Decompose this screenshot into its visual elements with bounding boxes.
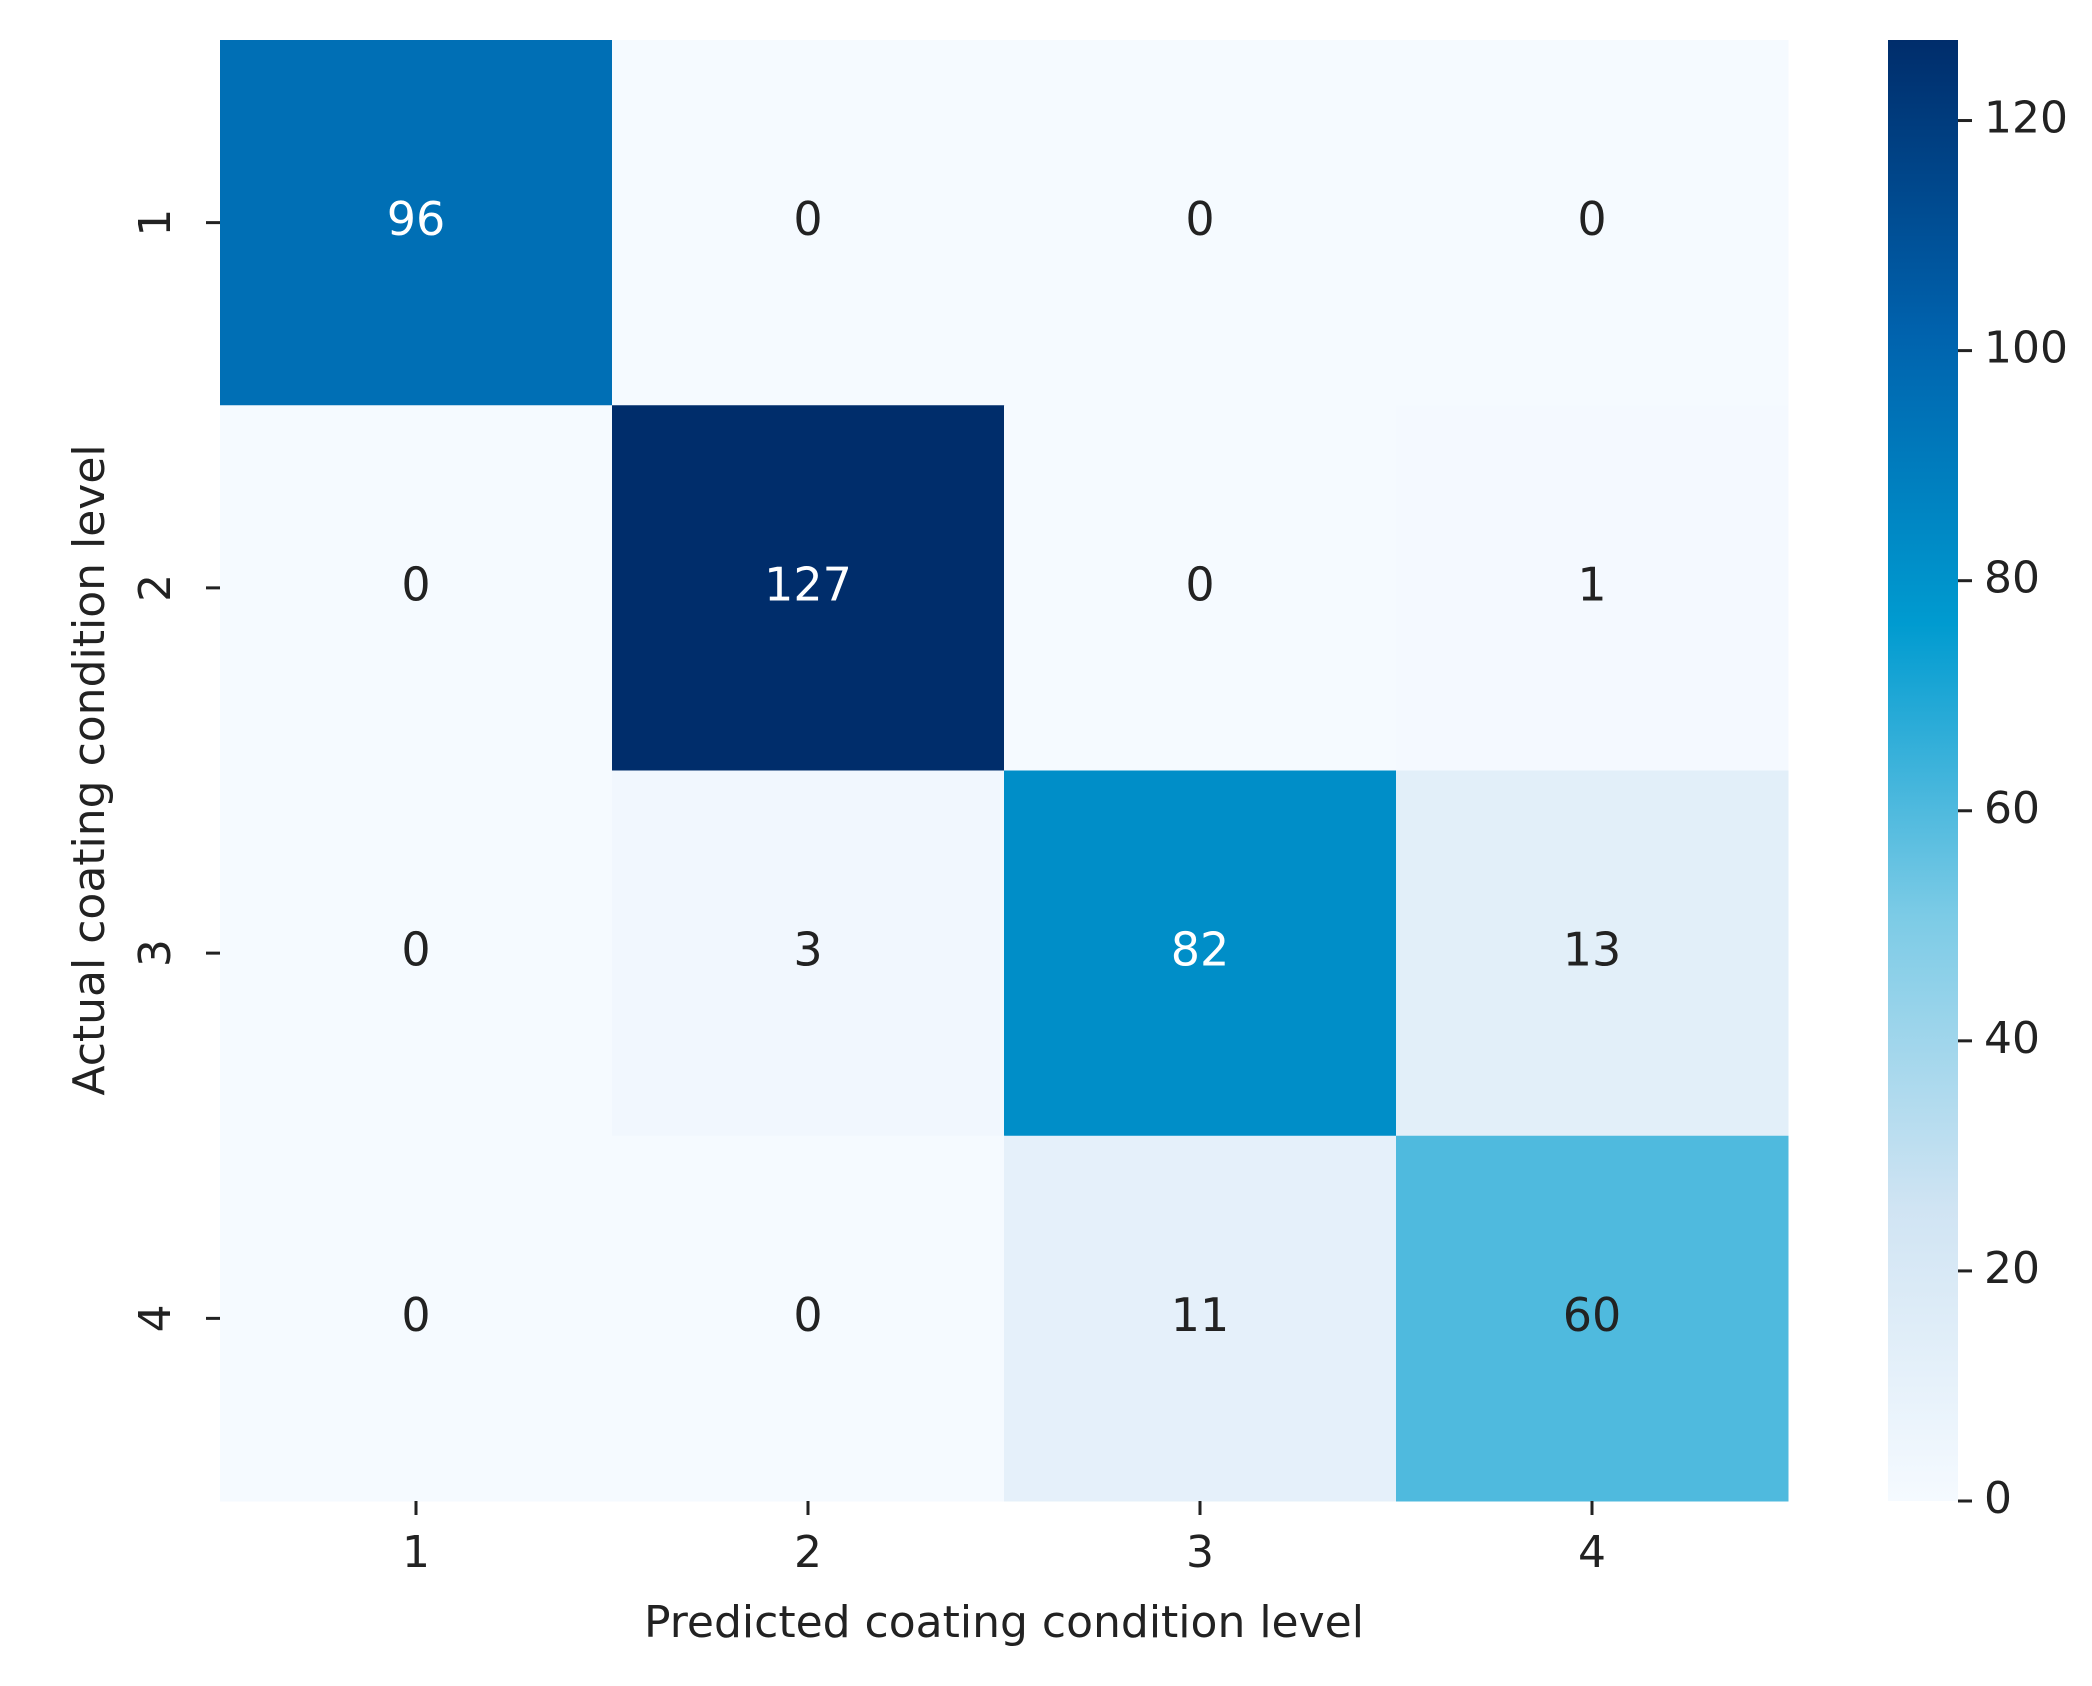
cell-label: 127 [764, 557, 852, 611]
x-tick-label: 1 [402, 1527, 430, 1578]
heatmap-cell [1396, 770, 1789, 1137]
heatmap-cell [220, 1135, 613, 1502]
colorbar-tick-label: 100 [1984, 323, 2068, 374]
heatmap-cell [220, 40, 613, 406]
y-axis-label: Actual coating condition level [64, 444, 115, 1095]
heatmap-cell [1004, 770, 1397, 1137]
x-tick-label: 4 [1578, 1527, 1606, 1578]
heatmap-cell [1396, 1135, 1789, 1502]
cell-label: 11 [1171, 1288, 1230, 1342]
cell-label: 0 [401, 1288, 430, 1342]
heatmap-cell [612, 1135, 1005, 1502]
x-tick-label: 3 [1186, 1527, 1214, 1578]
heatmap-cell [220, 770, 613, 1137]
y-tick-label: 4 [130, 1304, 181, 1332]
heatmap-cell [612, 770, 1005, 1137]
heatmap-cell [1004, 405, 1397, 771]
y-tick-label: 1 [130, 209, 181, 237]
heatmap-cell [1396, 40, 1789, 406]
colorbar [1888, 40, 1958, 1501]
cell-label: 0 [793, 192, 822, 246]
heatmap-cell [1396, 405, 1789, 771]
cell-label: 0 [401, 923, 430, 977]
colorbar-tick-label: 80 [1984, 553, 2040, 604]
y-tick-label: 2 [130, 574, 181, 602]
cell-label: 60 [1563, 1288, 1622, 1342]
heatmap-cell [612, 405, 1005, 771]
x-tick-label: 2 [794, 1527, 822, 1578]
x-axis-label: Predicted coating condition level [644, 1597, 1364, 1648]
y-tick-label: 3 [130, 939, 181, 967]
cell-label: 13 [1563, 923, 1622, 977]
colorbar-tick-label: 40 [1984, 1013, 2040, 1064]
colorbar-tick-label: 120 [1984, 93, 2068, 144]
cell-label: 0 [1185, 557, 1214, 611]
colorbar-tick-label: 60 [1984, 783, 2040, 834]
cell-label: 96 [387, 192, 446, 246]
cell-label: 3 [793, 923, 822, 977]
colorbar-tick-label: 20 [1984, 1243, 2040, 1294]
cell-label: 1 [1577, 557, 1606, 611]
cell-label: 0 [401, 557, 430, 611]
cell-label: 0 [1577, 192, 1606, 246]
cell-label: 0 [1185, 192, 1214, 246]
heatmap-cell [612, 40, 1005, 406]
cell-label: 0 [793, 1288, 822, 1342]
heatmap-cell [1004, 1135, 1397, 1502]
cell-label: 82 [1171, 923, 1230, 977]
heatmap-cell [220, 405, 613, 771]
heatmap-cell [1004, 40, 1397, 406]
colorbar-tick-label: 0 [1984, 1473, 2012, 1524]
